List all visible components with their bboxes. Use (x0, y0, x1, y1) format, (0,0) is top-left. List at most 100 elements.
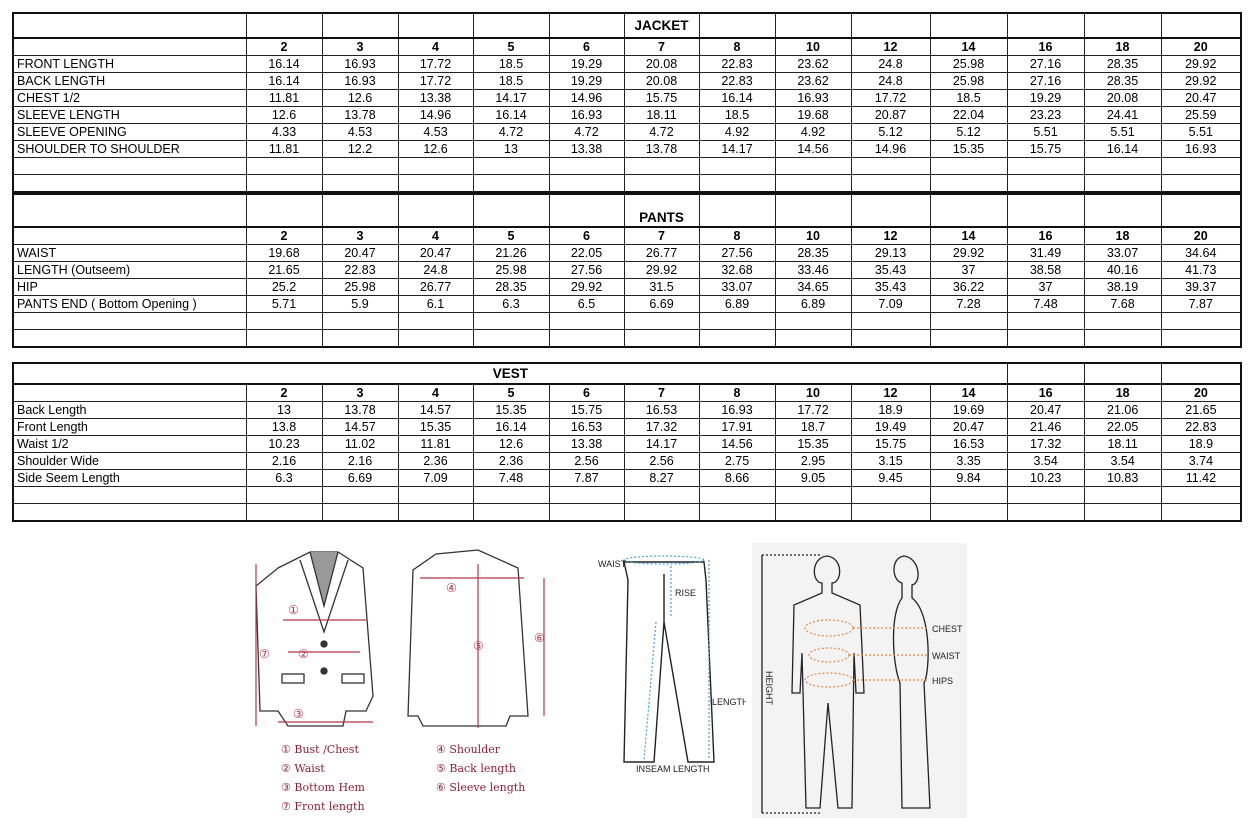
measurement-cell: 18.11 (623, 106, 700, 124)
measurement-cell: 4.72 (472, 123, 550, 141)
measurement-cell: 16.93 (321, 72, 399, 90)
measurement-cell: 32.68 (698, 261, 776, 279)
measurement-cell: 29.92 (1160, 72, 1242, 90)
row-label: HIP (12, 278, 247, 296)
empty-cell (472, 174, 550, 193)
empty-cell (12, 329, 247, 348)
legend-front-length: ⑦ Front length (281, 800, 365, 813)
empty-cell (12, 12, 247, 39)
empty-cell (12, 226, 247, 245)
size-header: 12 (850, 226, 931, 245)
empty-row (12, 486, 1242, 504)
measurement-cell: 33.07 (1083, 244, 1162, 262)
size-header: 12 (850, 383, 931, 402)
empty-cell (1083, 312, 1162, 330)
empty-cell (774, 503, 852, 522)
pants-length-label: LENGTH (712, 697, 746, 707)
measurement-cell: 22.05 (1083, 418, 1162, 436)
jacket-measurement-illustration: ① ② ③ ⑦ ④ ⑤ ⑥ (255, 549, 545, 728)
empty-cell (850, 174, 931, 193)
measurement-cell: 24.8 (397, 261, 474, 279)
empty-cell (850, 503, 931, 522)
measurement-cell: 11.02 (321, 435, 399, 453)
measurement-cell: 20.47 (321, 244, 399, 262)
empty-cell (698, 486, 776, 504)
measurement-cell: 15.75 (1006, 140, 1085, 158)
measurement-cell: 17.32 (623, 418, 700, 436)
size-header: 12 (850, 37, 931, 56)
measurement-cell: 14.96 (548, 89, 625, 107)
empty-cell (850, 486, 931, 504)
row-label: Side Seem Length (12, 469, 247, 487)
measurement-cell: 7.87 (1160, 295, 1242, 313)
size-header: 4 (397, 37, 474, 56)
measurement-cell: 7.09 (397, 469, 474, 487)
empty-cell (1160, 193, 1242, 228)
empty-cell (698, 174, 776, 193)
measurement-cell: 31.5 (623, 278, 700, 296)
empty-cell (245, 312, 323, 330)
empty-cell (623, 486, 700, 504)
empty-cell (1006, 329, 1085, 348)
empty-cell (698, 503, 776, 522)
measurement-cell: 18.5 (472, 72, 550, 90)
measurement-cell: 16.14 (698, 89, 776, 107)
measurement-cell: 13.38 (397, 89, 474, 107)
empty-cell (850, 12, 931, 39)
table-row: WAIST 19.68 20.47 20.47 21.26 22.05 26.77 27.56… (12, 244, 1242, 262)
size-header: 16 (1006, 383, 1085, 402)
measurement-cell: 13.38 (548, 435, 625, 453)
empty-cell (623, 312, 700, 330)
empty-cell (1160, 312, 1242, 330)
measurement-cell: 24.8 (850, 55, 931, 73)
measurement-cell: 6.89 (774, 295, 852, 313)
jacket-title: JACKET (623, 12, 700, 39)
empty-cell (548, 157, 625, 175)
empty-cell (1006, 486, 1085, 504)
pants-rise-label: RISE (675, 588, 696, 598)
measurement-cell: 24.8 (850, 72, 931, 90)
measurement-cell: 8.66 (698, 469, 776, 487)
legend-shoulder: ④ Shoulder (436, 743, 501, 756)
measurement-cell: 16.93 (1160, 140, 1242, 158)
measurement-cell: 20.47 (929, 418, 1008, 436)
measurement-cell: 4.72 (623, 123, 700, 141)
measurement-cell: 28.35 (1083, 55, 1162, 73)
measurement-cell: 10.83 (1083, 469, 1162, 487)
mark-back-length: ⑤ (473, 639, 484, 653)
empty-cell (1006, 193, 1085, 228)
measurement-cell: 20.08 (623, 55, 700, 73)
measurement-cell: 24.41 (1083, 106, 1162, 124)
measurement-cell: 28.35 (774, 244, 852, 262)
empty-cell (929, 174, 1008, 193)
measurement-cell: 23.62 (774, 55, 852, 73)
row-label: WAIST (12, 244, 247, 262)
empty-cell (929, 329, 1008, 348)
size-header-row: 2 3 4 5 6 7 8 10 12 14 16 18 20 (12, 226, 1242, 245)
measurement-cell: 29.92 (1160, 55, 1242, 73)
measurement-cell: 26.77 (623, 244, 700, 262)
table-row: LENGTH (Outseem) 21.65 22.83 24.8 25.98 27.56… (12, 261, 1242, 279)
size-header: 6 (548, 37, 625, 56)
measurement-cell: 13.78 (623, 140, 700, 158)
row-label: Shoulder Wide (12, 452, 247, 470)
measurement-cell: 2.16 (321, 452, 399, 470)
measurement-cell: 17.32 (1006, 435, 1085, 453)
measurement-cell: 29.92 (623, 261, 700, 279)
measurement-cell: 11.81 (245, 89, 323, 107)
measurement-cell: 12.6 (245, 106, 323, 124)
empty-cell (472, 503, 550, 522)
measurement-cell: 3.54 (1006, 452, 1085, 470)
size-header: 20 (1160, 226, 1242, 245)
empty-cell (623, 174, 700, 193)
empty-cell (774, 12, 852, 39)
measurement-cell: 2.36 (397, 452, 474, 470)
empty-cell (1083, 329, 1162, 348)
measurement-cell: 15.75 (548, 401, 625, 419)
measurement-cell: 6.3 (245, 469, 323, 487)
measurement-cell: 7.87 (548, 469, 625, 487)
measurement-cell: 17.72 (850, 89, 931, 107)
measurement-cell: 4.92 (774, 123, 852, 141)
empty-cell (1083, 12, 1162, 39)
empty-cell (1006, 503, 1085, 522)
